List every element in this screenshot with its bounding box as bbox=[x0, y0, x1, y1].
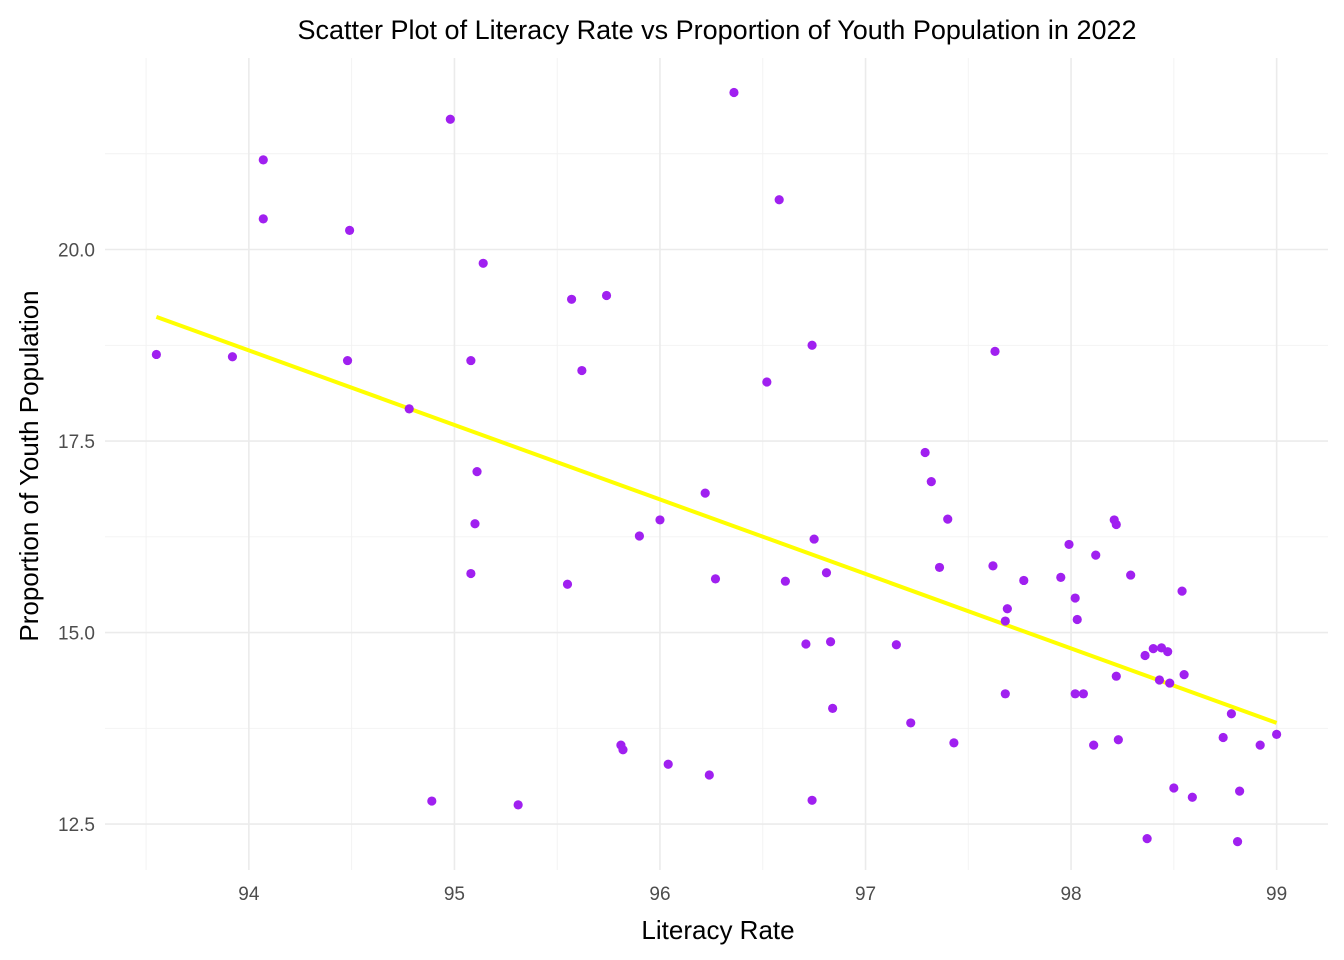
data-point bbox=[1148, 644, 1158, 654]
x-tick-label: 95 bbox=[444, 884, 465, 905]
data-point bbox=[1078, 689, 1088, 699]
data-point bbox=[1140, 650, 1150, 661]
data-point bbox=[934, 562, 945, 573]
data-point bbox=[1064, 539, 1074, 550]
data-point bbox=[151, 349, 161, 360]
data-point bbox=[258, 155, 268, 165]
data-point bbox=[920, 447, 930, 458]
data-point bbox=[943, 514, 953, 524]
data-point bbox=[566, 294, 577, 304]
chart-title: Scatter Plot of Literacy Rate vs Proport… bbox=[297, 15, 1136, 45]
data-point bbox=[1091, 550, 1101, 560]
data-point bbox=[562, 579, 573, 589]
x-tick-label: 97 bbox=[855, 884, 876, 905]
y-tick-label: 20.0 bbox=[58, 241, 95, 262]
grid-lines bbox=[105, 58, 1328, 870]
data-point bbox=[1255, 740, 1265, 750]
data-point bbox=[774, 195, 784, 205]
data-point bbox=[700, 488, 710, 498]
data-point bbox=[1187, 792, 1197, 802]
data-point bbox=[906, 718, 916, 728]
data-point bbox=[1089, 740, 1099, 750]
data-point bbox=[1232, 837, 1243, 847]
data-point bbox=[601, 290, 612, 301]
data-point bbox=[1142, 833, 1152, 844]
data-point bbox=[655, 515, 665, 525]
data-point bbox=[618, 745, 628, 755]
data-point bbox=[577, 365, 587, 376]
data-point bbox=[634, 531, 645, 541]
data-points bbox=[151, 87, 1282, 847]
data-point bbox=[445, 114, 455, 124]
data-point bbox=[762, 377, 772, 387]
data-point bbox=[1126, 570, 1136, 580]
x-tick-label: 96 bbox=[649, 884, 670, 905]
data-point bbox=[345, 225, 355, 235]
data-point bbox=[729, 87, 739, 98]
data-point bbox=[1000, 689, 1010, 699]
data-point bbox=[704, 770, 714, 780]
data-point bbox=[1272, 729, 1282, 740]
data-point bbox=[227, 352, 238, 362]
data-point bbox=[780, 576, 790, 586]
data-point bbox=[828, 703, 838, 713]
x-tick-label: 98 bbox=[1060, 884, 1081, 905]
data-point bbox=[663, 759, 673, 769]
data-point bbox=[1163, 647, 1173, 657]
x-tick-label: 94 bbox=[238, 884, 260, 905]
data-point bbox=[821, 568, 832, 578]
data-point bbox=[891, 640, 901, 650]
data-point bbox=[1072, 614, 1082, 625]
data-point bbox=[1002, 604, 1012, 614]
data-point bbox=[1235, 786, 1245, 796]
data-point bbox=[1113, 735, 1123, 745]
data-point bbox=[990, 346, 1000, 356]
data-point bbox=[1070, 689, 1080, 699]
y-tick-label: 15.0 bbox=[58, 624, 95, 645]
data-point bbox=[1226, 709, 1236, 719]
data-point bbox=[258, 214, 268, 224]
data-point bbox=[710, 574, 721, 584]
data-point bbox=[466, 568, 476, 579]
data-point bbox=[1154, 675, 1165, 685]
tick-labels: 94 95 96 97 98 99 12.5 15.0 17.5 20.0 bbox=[58, 241, 1287, 905]
data-point bbox=[949, 738, 959, 748]
trend-line-layer bbox=[155, 315, 1278, 725]
data-point bbox=[466, 355, 476, 366]
data-point bbox=[1179, 670, 1189, 680]
data-point bbox=[1177, 586, 1187, 596]
data-point bbox=[342, 355, 353, 366]
data-point bbox=[988, 561, 998, 571]
y-tick-label: 12.5 bbox=[58, 815, 95, 836]
data-point bbox=[478, 258, 488, 268]
data-point bbox=[513, 800, 523, 810]
data-point bbox=[1070, 593, 1080, 603]
data-point bbox=[801, 639, 811, 649]
data-point bbox=[1000, 616, 1010, 626]
y-axis-title: Proportion of Youth Population bbox=[14, 290, 44, 641]
x-tick-label: 99 bbox=[1266, 884, 1287, 905]
data-point bbox=[825, 637, 836, 647]
trend-line bbox=[155, 315, 1278, 725]
data-point bbox=[427, 796, 437, 806]
data-point bbox=[807, 795, 817, 805]
data-point bbox=[1019, 575, 1029, 586]
data-point bbox=[404, 404, 414, 414]
data-point bbox=[1169, 783, 1179, 793]
y-tick-label: 17.5 bbox=[58, 432, 95, 453]
data-point bbox=[926, 477, 936, 487]
data-point bbox=[470, 519, 480, 529]
data-point bbox=[1056, 572, 1066, 582]
data-point bbox=[1111, 519, 1121, 530]
data-point bbox=[1218, 732, 1228, 743]
data-point bbox=[472, 467, 482, 477]
data-point bbox=[1165, 678, 1175, 688]
data-point bbox=[1111, 671, 1121, 681]
data-point bbox=[809, 534, 819, 544]
x-axis-title: Literacy Rate bbox=[641, 915, 794, 945]
data-point bbox=[807, 340, 817, 350]
